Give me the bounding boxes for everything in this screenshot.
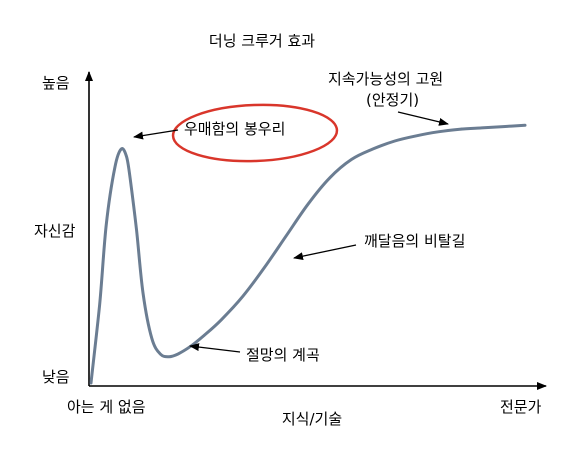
x-tick-label-start: 아는 게 없음 xyxy=(67,398,146,416)
arrow-peak xyxy=(133,129,179,140)
y-axis-label: 자신감 xyxy=(34,222,76,240)
arrow-slope xyxy=(293,244,357,261)
annotation-plateau-sub: (안정기) xyxy=(366,91,419,109)
x-tick-label-end: 전문가 xyxy=(500,398,542,416)
arrow-valley xyxy=(189,343,241,353)
series-line-confidence xyxy=(89,123,527,385)
x-axis-label: 지식/기술 xyxy=(282,410,342,428)
y-tick-label-low: 낮음 xyxy=(42,368,70,386)
highlight-circle xyxy=(171,103,339,163)
chart-title: 더닝 크루거 효과 xyxy=(209,32,315,50)
y-tick-label-high: 높음 xyxy=(42,74,70,92)
annotation-plateau: 지속가능성의 고원 xyxy=(328,70,443,88)
arrow-plateau xyxy=(397,111,449,126)
annotation-valley: 절망의 계곡 xyxy=(246,346,320,364)
annotation-peak: 우매함의 봉우리 xyxy=(184,120,285,138)
annotation-slope: 깨달음의 비탈길 xyxy=(364,232,465,250)
